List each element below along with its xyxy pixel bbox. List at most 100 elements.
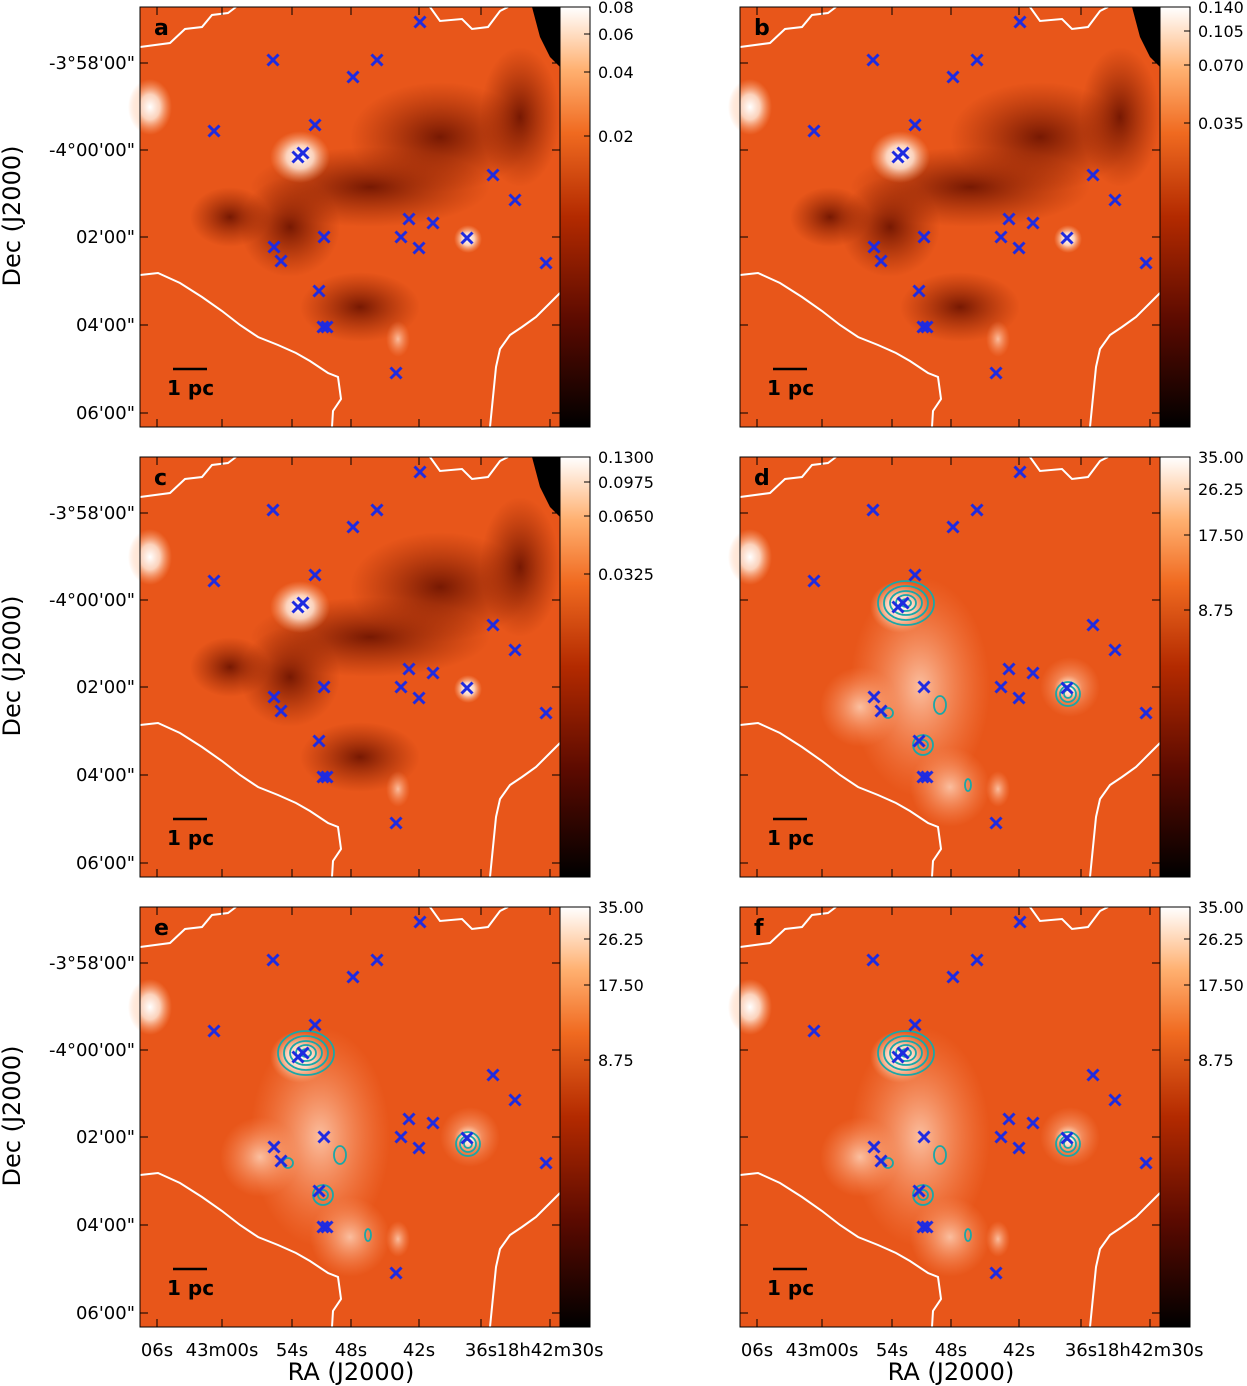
contour-ring	[333, 1145, 347, 1165]
contour-ring	[933, 695, 947, 715]
mask-boundary-bottom-right	[1089, 1192, 1161, 1328]
bright-source	[728, 79, 772, 135]
contour-ring	[364, 1228, 372, 1242]
source-marker	[460, 231, 474, 245]
dec-tick-label: -4°00'00"	[49, 1040, 135, 1061]
source-marker	[908, 568, 922, 582]
colorbar-tick-label: 26.25	[1198, 480, 1244, 499]
source-marker	[989, 366, 1003, 380]
source-marker	[389, 816, 403, 830]
faint-source	[386, 321, 410, 357]
ra-tick-label: 42s	[403, 1340, 435, 1361]
source-marker	[426, 216, 440, 230]
source-marker	[426, 666, 440, 680]
source-marker	[970, 503, 984, 517]
source-marker	[394, 230, 408, 244]
dec-tick-label: 04'00"	[76, 315, 135, 336]
colorbar: 35.00 26.25 17.50 8.75	[559, 898, 644, 1328]
source-marker	[1060, 1131, 1074, 1145]
dark-filament	[190, 637, 270, 697]
source-marker	[970, 953, 984, 967]
ylabel-top: Dec (J2000)	[0, 146, 26, 287]
source-marker	[267, 1140, 281, 1154]
source-marker	[916, 770, 930, 784]
source-marker	[412, 241, 426, 255]
source-marker	[296, 596, 310, 610]
colorbar-tick-label: 0.0975	[598, 473, 654, 492]
colorbar-tick-label: 26.25	[1198, 930, 1244, 949]
contour-ring	[283, 1035, 329, 1071]
contour-ring	[889, 590, 923, 616]
contour-ring	[917, 739, 929, 751]
mask-boundary-top	[1029, 6, 1109, 31]
panel-letter: d	[754, 466, 770, 491]
panel-letter: a	[154, 16, 169, 41]
source-marker	[1012, 241, 1026, 255]
dec-tick-label: 02'00"	[76, 227, 135, 248]
source-marker	[807, 124, 821, 138]
dark-filament	[840, 177, 940, 277]
source-marker	[394, 1130, 408, 1144]
source-marker	[486, 1068, 500, 1082]
scale-bar-label: 1 pc	[767, 376, 814, 400]
source-marker	[867, 240, 881, 254]
colorbar-tick-label: 0.1300	[598, 448, 654, 467]
dark-filament	[240, 177, 340, 277]
ra-tick-label: 48s	[335, 1340, 367, 1361]
source-marker	[866, 953, 880, 967]
no-data-corner	[532, 457, 560, 517]
source-markers	[807, 465, 1153, 830]
source-marker	[912, 734, 926, 748]
source-marker	[460, 681, 474, 695]
source-marker	[370, 53, 384, 67]
bright-source	[728, 529, 772, 585]
mask-boundary-top	[429, 456, 509, 481]
source-marker	[320, 770, 334, 784]
ylabel-middle: Dec (J2000)	[0, 596, 26, 737]
colorbar-tick-label: 0.105	[1198, 22, 1244, 41]
scale-bar-label: 1 pc	[167, 376, 214, 400]
source-marker	[970, 53, 984, 67]
panel-a: a 1 pc -3°58'00" -4°00'00" 02'00" 04'00" 06'00…	[49, 0, 634, 428]
dec-tick-label: 02'00"	[76, 1127, 135, 1148]
source-marker	[916, 1220, 930, 1234]
contour-ring	[1055, 1131, 1081, 1157]
faint-source	[986, 771, 1010, 807]
colorbar-tick-label: 17.50	[1198, 526, 1244, 545]
mask-boundary-top-left	[139, 906, 237, 948]
colorbar-gradient	[1159, 906, 1191, 1328]
source-marker	[994, 230, 1008, 244]
source-marker	[316, 770, 330, 784]
scale-bar-label: 1 pc	[767, 826, 814, 850]
mask-boundary-bottom-left	[139, 1171, 343, 1328]
colorbar: 35.00 26.25 17.50 8.75	[1159, 898, 1244, 1328]
map-texture	[128, 497, 560, 807]
colorbar-tick-label: 0.02	[598, 127, 634, 146]
source-marker	[207, 1024, 221, 1038]
source-marker	[413, 465, 427, 479]
source-marker	[317, 1130, 331, 1144]
mask-boundary-bottom-right	[1089, 742, 1161, 878]
colorbar-gradient	[559, 6, 591, 428]
source-marker	[412, 1141, 426, 1155]
dec-tick-label: -3°58'00"	[49, 53, 135, 74]
source-marker	[917, 1130, 931, 1144]
colorbar-gradient	[559, 906, 591, 1328]
source-marker	[346, 520, 360, 534]
source-marker	[296, 146, 310, 160]
source-marker	[317, 680, 331, 694]
ra-tick-label: 54s	[276, 1340, 308, 1361]
contour-ring	[277, 1030, 335, 1076]
ra-tick-label: 06s	[141, 1340, 173, 1361]
source-marker	[920, 770, 934, 784]
dec-tick-label: 06'00"	[76, 853, 135, 874]
colorbar-tick-label: 0.06	[598, 25, 634, 44]
panel-d: d 1 pc 35.00 26.25 17.50 8.75	[728, 448, 1244, 878]
source-marker	[312, 1184, 326, 1198]
source-marker	[866, 53, 880, 67]
mask-boundary-bottom-left	[739, 271, 943, 428]
colorbar: 0.140 0.105 0.070 0.035	[1159, 0, 1244, 428]
mask-boundary-bottom-left	[139, 721, 343, 878]
source-marker	[296, 1046, 310, 1060]
faint-source	[386, 1221, 410, 1257]
